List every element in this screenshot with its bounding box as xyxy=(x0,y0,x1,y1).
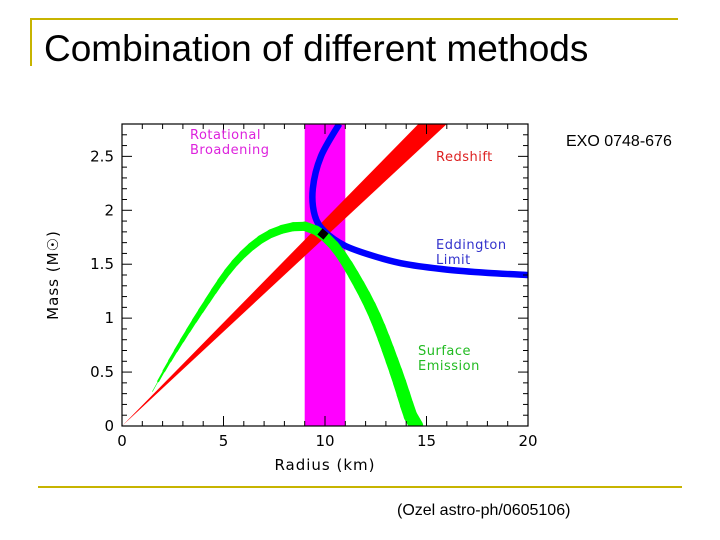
frame-left-rule xyxy=(30,18,32,66)
x-tick-label: 0 xyxy=(117,432,127,450)
y-tick-label: 1.5 xyxy=(90,255,114,273)
redshift-label: Redshift xyxy=(436,150,493,165)
y-axis-title: Mass (M☉) xyxy=(44,230,62,320)
surface-emission-curve-segment xyxy=(152,380,159,392)
y-tick-label: 0 xyxy=(104,417,114,435)
y-tick-label: 1 xyxy=(104,309,114,327)
x-tick-label: 15 xyxy=(417,432,436,450)
slide-title: Combination of different methods xyxy=(44,28,589,69)
rotational-broadening-band xyxy=(304,124,346,426)
y-tick-label: 2.5 xyxy=(90,147,114,165)
x-axis-title: Radius (km) xyxy=(274,456,375,474)
frame-top-rule xyxy=(30,18,678,20)
x-tick-label: 20 xyxy=(518,432,537,450)
surface-emission-label: Surface xyxy=(418,344,471,359)
frame-bottom-rule xyxy=(38,486,682,488)
y-tick-label: 2 xyxy=(104,201,114,219)
source-citation: (Ozel astro-ph/0605106) xyxy=(397,502,571,519)
redshift-wedge xyxy=(122,124,447,426)
constraint-marker xyxy=(317,228,329,240)
surface-emission-curve-segment xyxy=(162,359,172,373)
x-tick-label: 5 xyxy=(219,432,229,450)
plot-area xyxy=(122,124,528,426)
eddington-limit-curve xyxy=(309,124,528,279)
surface-emission-label: Emission xyxy=(418,359,480,374)
surface-emission-curve-segment xyxy=(157,369,165,383)
y-tick-label: 0.5 xyxy=(90,363,114,381)
surface-emission-curve-segment xyxy=(403,408,424,426)
object-label: EXO 0748-676 xyxy=(566,133,672,150)
eddington-limit-label: Eddington xyxy=(436,238,507,253)
rotational-broadening-label: Rotational xyxy=(190,128,261,143)
eddington-limit-label: Limit xyxy=(436,253,471,268)
rotational-broadening-label: Broadening xyxy=(190,143,270,158)
x-tick-label: 10 xyxy=(315,432,334,450)
